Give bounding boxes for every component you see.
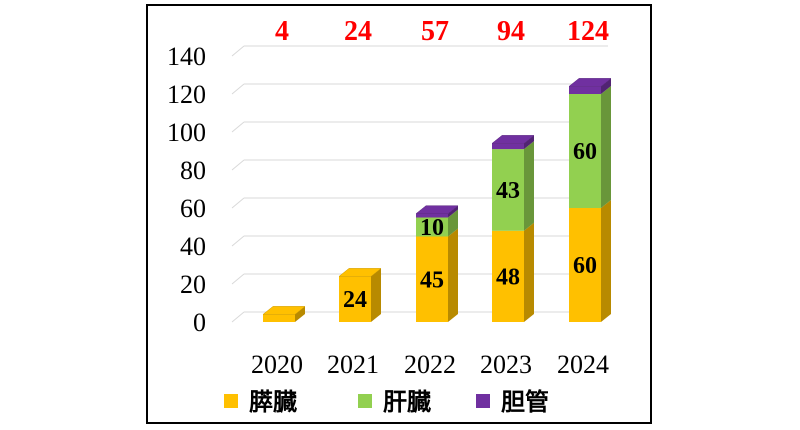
legend-swatch xyxy=(358,394,372,408)
x-axis-categories: 2020 2021 2022 2023 2024 xyxy=(251,350,609,379)
total-label: 24 xyxy=(344,16,372,47)
data-label: 48 xyxy=(496,264,520,290)
gridline-slant xyxy=(231,197,245,209)
bar-segment xyxy=(569,86,601,94)
bars xyxy=(262,78,612,322)
legend-item: 膵臓 xyxy=(224,388,297,416)
bar-stack xyxy=(338,268,382,322)
bar-stack xyxy=(262,306,306,322)
y-tick-label: 80 xyxy=(180,156,206,185)
y-tick-label: 0 xyxy=(193,308,206,337)
bar-stack xyxy=(568,78,612,322)
bar-top-face xyxy=(568,78,612,87)
y-tick-label: 140 xyxy=(167,42,206,71)
y-tick-label: 100 xyxy=(167,118,206,147)
legend-label: 胆管 xyxy=(501,388,549,416)
bar-top-face xyxy=(415,205,459,214)
bar-segment-side xyxy=(524,222,534,322)
bar-segment-side xyxy=(448,205,458,218)
legend: 膵臓 肝臓 胆管 xyxy=(224,388,549,416)
bar-segment xyxy=(492,143,524,150)
bar-segment xyxy=(569,94,601,208)
bar-segment-side xyxy=(601,200,611,322)
gridline-slant xyxy=(231,83,245,95)
y-tick-label: 20 xyxy=(180,270,206,299)
gridline-slant xyxy=(231,121,245,133)
x-category-label: 2022 xyxy=(404,350,456,379)
legend-label: 膵臓 xyxy=(249,388,297,416)
gridline-slant xyxy=(231,273,245,285)
data-label: 60 xyxy=(573,253,597,279)
gridline-slant xyxy=(231,235,245,247)
bar-stack xyxy=(491,135,535,322)
legend-swatch xyxy=(224,394,238,408)
x-category-label: 2024 xyxy=(557,350,609,379)
total-label: 124 xyxy=(567,16,609,47)
bar-segment-side xyxy=(601,86,611,208)
bar-top-face xyxy=(262,306,306,315)
y-tick-label: 40 xyxy=(180,232,206,261)
x-category-label: 2023 xyxy=(480,350,532,379)
bar-top-face xyxy=(491,135,535,144)
gridline-slant xyxy=(231,311,245,323)
bar-segment-side xyxy=(295,306,305,322)
x-category-label: 2021 xyxy=(327,350,379,379)
bar-segment xyxy=(263,314,295,322)
data-label: 45 xyxy=(420,267,444,293)
bar-segment xyxy=(569,208,601,322)
legend-item: 胆管 xyxy=(476,388,549,416)
y-tick-label: 120 xyxy=(167,80,206,109)
bar-top-face xyxy=(338,268,382,277)
legend-swatch xyxy=(476,394,490,408)
bar-segment-side xyxy=(448,228,458,322)
bar-segment xyxy=(416,217,448,237)
chart-frame: 0 20 40 60 80 100 120 140 24 45 10 48 43 60 60 4 24 57 9… xyxy=(146,4,652,424)
legend-item: 肝臓 xyxy=(358,388,431,416)
bar-segment xyxy=(339,276,371,322)
bar-segment-side xyxy=(524,141,534,231)
total-label: 94 xyxy=(497,16,525,47)
data-label: 43 xyxy=(496,178,520,204)
data-label: 24 xyxy=(343,287,367,313)
bar-segment-side xyxy=(448,209,458,237)
bar-segment xyxy=(492,149,524,231)
total-label: 4 xyxy=(275,16,289,47)
bar-segment xyxy=(416,236,448,322)
bar-segment-side xyxy=(524,135,534,150)
total-labels: 4 24 57 94 124 xyxy=(275,16,609,47)
gridline-slant xyxy=(231,159,245,171)
bar-segment xyxy=(416,213,448,218)
legend-label: 肝臓 xyxy=(383,388,431,416)
gridline-slant xyxy=(231,45,245,57)
bar-stack xyxy=(415,205,459,322)
bar-segment-side xyxy=(601,78,611,94)
data-labels: 24 45 10 48 43 60 60 xyxy=(343,139,597,313)
data-label: 60 xyxy=(573,139,597,165)
x-category-label: 2020 xyxy=(251,350,303,379)
bar-segment xyxy=(492,230,524,322)
stacked-bar-chart: 0 20 40 60 80 100 120 140 24 45 10 48 43 60 60 4 24 57 9… xyxy=(167,16,612,416)
y-tick-label: 60 xyxy=(180,194,206,223)
y-axis-ticks: 0 20 40 60 80 100 120 140 xyxy=(167,42,206,337)
total-label: 57 xyxy=(421,16,449,47)
bar-segment-side xyxy=(371,268,381,322)
data-label: 10 xyxy=(420,215,444,241)
